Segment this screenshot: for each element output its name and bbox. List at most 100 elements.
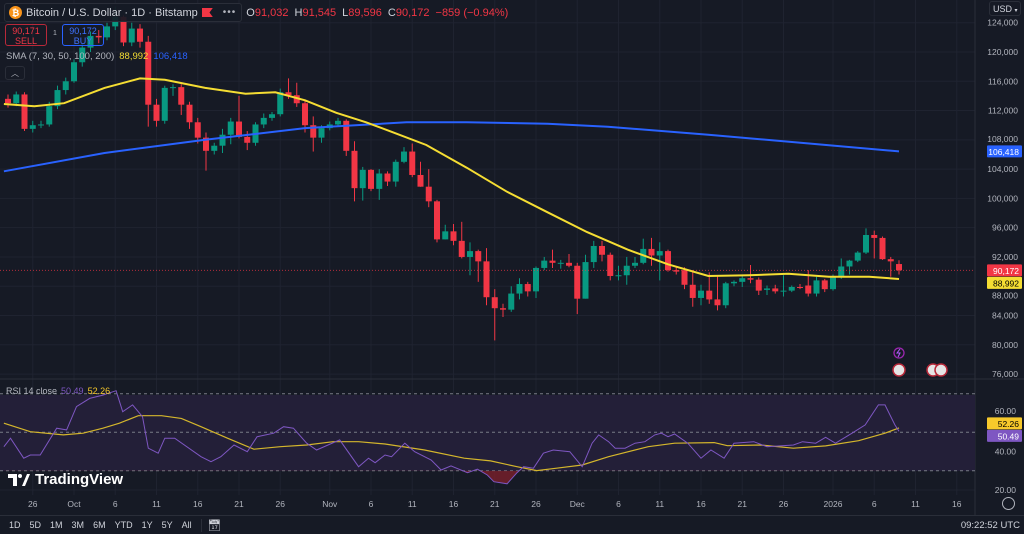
rsi-pane	[0, 390, 975, 485]
sma-label: SMA (7, 30, 50, 100, 200)	[6, 51, 115, 62]
open-value: 91,032	[254, 6, 289, 19]
candle-down	[384, 173, 391, 182]
price-tick-label: 112,000	[988, 106, 1018, 116]
candle-down	[665, 251, 671, 271]
candle-down	[236, 121, 242, 137]
high-label: H	[294, 6, 303, 19]
price-tick-label: 100,000	[987, 193, 1018, 203]
buy-button[interactable]: 90,172 BUY	[62, 24, 104, 46]
range-6m[interactable]: 6M	[93, 520, 106, 530]
range-all[interactable]: All	[181, 520, 192, 530]
range-1m[interactable]: 1M	[50, 520, 63, 530]
time-tick-label: 16	[696, 499, 706, 509]
candle-down	[648, 248, 655, 256]
candle-up	[780, 290, 787, 292]
candle-up	[161, 87, 168, 121]
range-5d[interactable]: 5D	[29, 520, 42, 530]
time-tick-label: 6	[872, 499, 877, 509]
lightning-event-icon[interactable]	[893, 347, 905, 359]
candle-up	[211, 145, 218, 151]
chart-canvas[interactable]: 106,41890,17288,99252.2650.49124,000120,…	[0, 0, 1024, 515]
price-axis[interactable]: 106,418 90,172 88,992 52.26 50.49 124,000 120,…	[987, 18, 1022, 495]
candle-up	[227, 121, 234, 135]
candle-up	[632, 262, 638, 266]
collapse-legend-button[interactable]: ︿	[5, 66, 25, 80]
currency-select[interactable]: USD ▾	[989, 1, 1021, 16]
candle-up	[442, 231, 449, 240]
candle-up	[813, 280, 820, 294]
range-1d[interactable]: 1D	[9, 520, 21, 530]
candle-down	[491, 297, 498, 309]
lightning-bolt-icon	[896, 348, 901, 358]
time-tick-label: 11	[655, 499, 664, 509]
toolbar-divider	[200, 518, 202, 532]
candles	[0, 6, 975, 341]
symbol-title-box[interactable]: ₿ Bitcoin / U.S. Dollar · 1D · Bitstamp …	[4, 3, 243, 22]
candle-up	[54, 90, 61, 107]
price-tick-label: 120,000	[987, 47, 1018, 57]
flag-icon[interactable]	[201, 8, 213, 17]
sell-label: SELL	[14, 36, 38, 46]
tradingview-logo[interactable]: TradingView	[8, 471, 123, 488]
low-value: 89,596	[348, 6, 382, 19]
spread-value: 1	[53, 30, 57, 37]
candle-down	[772, 288, 779, 292]
candle-up	[269, 114, 275, 118]
close-label: C	[387, 6, 396, 19]
time-tick-label: 21	[490, 499, 500, 509]
candle-up	[722, 283, 729, 306]
candle-down	[689, 284, 696, 298]
price-tick-label: 88,000	[992, 290, 1018, 300]
candle-down	[351, 150, 358, 189]
close-value: 90,172	[395, 6, 430, 19]
range-3m[interactable]: 3M	[71, 520, 85, 530]
candle-down	[458, 240, 465, 257]
candle-up	[838, 266, 845, 276]
high-value: 91,545	[302, 6, 337, 19]
candle-down	[95, 35, 102, 38]
time-axis[interactable]: 26 Oct 6 11 16 21 26 Nov 6 11 16 21 26 Dec 6 11 16 21 26 20…	[28, 499, 962, 509]
time-tick-label: 26	[779, 499, 789, 509]
chart-settings-gear-icon[interactable]	[1002, 497, 1015, 510]
candle-down	[599, 245, 605, 255]
candle-down	[607, 254, 614, 276]
time-tick-label: 6	[113, 499, 118, 509]
calendar-goto-date-icon[interactable]: 📅︎	[207, 519, 222, 532]
range-1y[interactable]: 1Y	[141, 520, 153, 530]
clock-time[interactable]: 09:22:52 UTC	[960, 520, 1020, 531]
candle-down	[797, 286, 803, 288]
candle-up	[764, 288, 770, 290]
candle-up	[38, 124, 44, 126]
candle-up	[830, 275, 836, 290]
candle-down	[805, 285, 812, 294]
candle-down	[821, 280, 828, 290]
candle-down	[178, 87, 185, 105]
time-tick-label: 16	[952, 499, 962, 509]
range-ytd[interactable]: YTD	[114, 520, 133, 530]
candle-down	[500, 308, 506, 310]
candle-up	[615, 275, 622, 277]
buy-price: 90,172	[69, 26, 97, 36]
bitcoin-icon: ₿	[9, 6, 22, 19]
more-icon[interactable]: •••	[222, 7, 237, 18]
candle-up	[335, 120, 341, 125]
time-tick-label: 16	[449, 499, 459, 509]
candle-down	[434, 201, 440, 240]
candle-down	[450, 231, 457, 241]
rsi-legend[interactable]: RSI 14 close 50.49 52.26	[6, 386, 110, 396]
candle-up	[359, 169, 366, 189]
time-tick-label: 6	[369, 499, 374, 509]
sma-slow-price-label-bg	[987, 145, 1022, 158]
candle-up	[739, 278, 746, 282]
time-tick-label: 26	[276, 499, 286, 509]
time-tick-label: Dec	[570, 499, 586, 509]
event-markers[interactable]	[892, 347, 948, 377]
candle-down	[302, 103, 308, 126]
sma-legend[interactable]: SMA (7, 30, 50, 100, 200) 88,992 106,418	[6, 51, 188, 62]
range-5y[interactable]: 5Y	[161, 520, 173, 530]
sell-button[interactable]: 90,171 SELL	[5, 24, 47, 46]
us-flag-event-icon[interactable]	[892, 363, 906, 377]
candle-up	[467, 251, 473, 257]
us-flag-event-icon[interactable]	[934, 363, 948, 377]
candle-down	[5, 98, 11, 104]
